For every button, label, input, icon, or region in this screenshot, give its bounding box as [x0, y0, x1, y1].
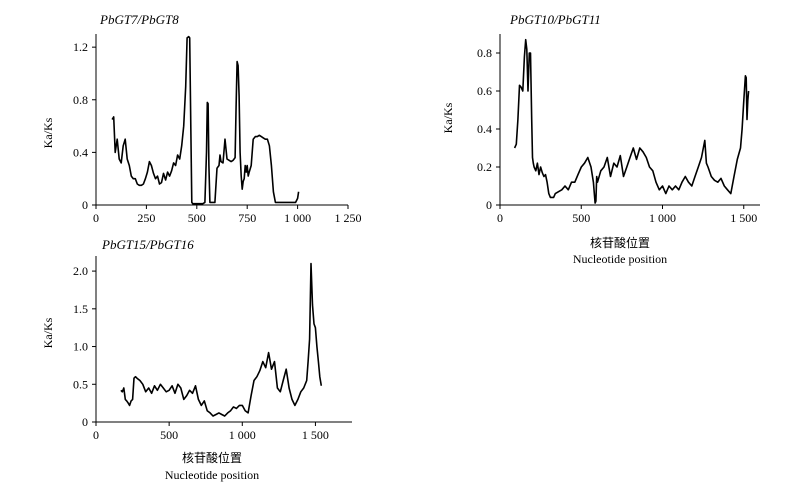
- x-tick-label: 0: [497, 211, 503, 225]
- y-tick-label: 0.6: [477, 84, 492, 98]
- panel-title: PbGT10/PbGT11: [509, 12, 601, 27]
- x-tick-label: 1 000: [649, 211, 676, 225]
- chart-panel-pbgt15-pbgt16: PbGT15/PbGT16 Ka/Ks 核苷酸位置 Nucleotide pos…: [41, 237, 352, 482]
- x-tick-label: 500: [572, 211, 590, 225]
- x-axis-label: 核苷酸位置: [182, 450, 242, 465]
- x-tick-label: 0: [93, 211, 99, 225]
- y-tick-label: 0: [486, 198, 492, 212]
- x-tick-label: 1 250: [335, 211, 362, 225]
- x-axis-label-en: Nucleotide position: [165, 468, 259, 482]
- y-tick-label: 0.5: [73, 377, 88, 391]
- x-tick-label: 500: [160, 428, 178, 442]
- x-tick-label: 1 500: [302, 428, 329, 442]
- chart-panel-pbgt10-pbgt11: PbGT10/PbGT11 Ka/Ks 核苷酸位置 Nucleotide pos…: [441, 12, 760, 266]
- y-tick-label: 1.2: [73, 40, 88, 54]
- y-axis-label: Ka/Ks: [41, 117, 55, 148]
- y-axis-label: Ka/Ks: [441, 102, 455, 133]
- y-tick-label: 1.0: [73, 340, 88, 354]
- y-tick-label: 0: [82, 415, 88, 429]
- x-tick-label: 1 500: [730, 211, 757, 225]
- x-axis-label-en: Nucleotide position: [573, 252, 667, 266]
- x-tick-label: 250: [137, 211, 155, 225]
- x-tick-label: 1 000: [229, 428, 256, 442]
- x-tick-label: 1 000: [284, 211, 311, 225]
- y-tick-label: 0: [82, 198, 88, 212]
- x-axis-label: 核苷酸位置: [590, 235, 650, 250]
- ka-ks-line: [120, 262, 323, 417]
- y-tick-label: 0.2: [477, 160, 492, 174]
- x-tick-label: 750: [238, 211, 256, 225]
- y-tick-label: 2.0: [73, 264, 88, 278]
- y-axis-label: Ka/Ks: [41, 317, 55, 348]
- y-tick-label: 0.8: [477, 46, 492, 60]
- x-tick-label: 0: [93, 428, 99, 442]
- panel-title: PbGT7/PbGT8: [99, 12, 179, 27]
- chart-panel-pbgt7-pbgt8: PbGT7/PbGT8 Ka/Ks 0 250 500 750 1 000 1 250 0 0…: [41, 12, 362, 225]
- y-tick-label: 0.4: [477, 122, 492, 136]
- y-tick-label: 0.4: [73, 145, 88, 159]
- y-tick-label: 0.8: [73, 93, 88, 107]
- x-tick-label: 500: [188, 211, 206, 225]
- ka-ks-line: [111, 35, 300, 205]
- panel-title: PbGT15/PbGT16: [101, 237, 194, 252]
- y-tick-label: 1.5: [73, 302, 88, 316]
- ka-ks-line: [513, 38, 750, 204]
